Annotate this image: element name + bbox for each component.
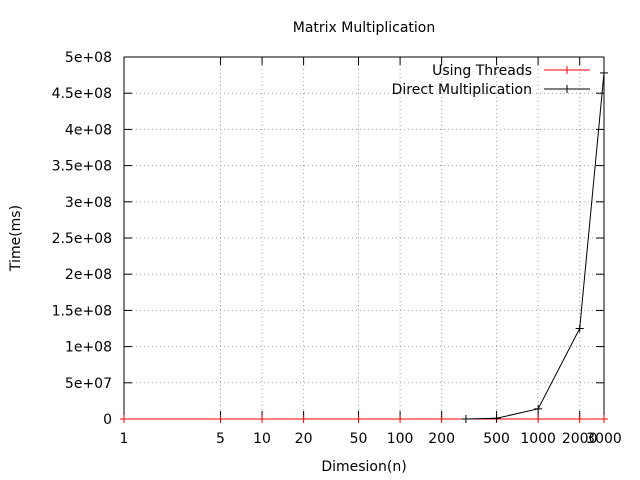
series-point: [492, 414, 501, 423]
series-point: [299, 415, 308, 423]
series-point: [534, 415, 543, 423]
series-point: [120, 415, 128, 423]
series-layer: [120, 68, 608, 423]
legend: Using Threads Direct Multiplication: [392, 63, 590, 98]
y-tick-label: 5e+08: [65, 50, 112, 66]
y-tick-label: 4.5e+08: [52, 86, 112, 102]
series-point: [575, 324, 584, 333]
grid: [124, 57, 604, 419]
x-tick-label: 500: [483, 431, 510, 447]
x-tick-label: 5: [216, 431, 225, 447]
series-point: [534, 404, 543, 413]
series-point: [396, 415, 405, 423]
x-tick-label: 100: [387, 431, 414, 447]
x-axis-label: Dimesion(n): [321, 459, 406, 475]
legend-label: Direct Multiplication: [392, 82, 532, 98]
x-tick-label: 2000: [562, 431, 598, 447]
x-tick-label: 1000: [520, 431, 556, 447]
series-point: [437, 415, 446, 423]
series-point: [216, 415, 225, 423]
series-line: [465, 72, 605, 420]
series-point: [600, 415, 608, 423]
y-tick-label: 1e+08: [65, 340, 112, 356]
y-tick-label: 3.5e+08: [52, 159, 112, 175]
chart-title: Matrix Multiplication: [293, 20, 436, 36]
y-tick-label: 2e+08: [65, 267, 112, 283]
legend-label: Using Threads: [432, 63, 532, 79]
y-axis-ticks: 0 5e+07 1e+08 1.5e+08 2e+08 2.5e+08 3e+08 3.5e+…: [52, 50, 604, 428]
x-tick-label: 200: [428, 431, 455, 447]
y-tick-label: 2.5e+08: [52, 231, 112, 247]
x-tick-label: 10: [253, 431, 271, 447]
series-point: [258, 415, 267, 423]
series-point: [600, 68, 608, 77]
y-tick-label: 3e+08: [65, 195, 112, 211]
x-tick-label: 1: [120, 431, 129, 447]
x-tick-label: 20: [295, 431, 313, 447]
y-tick-label: 0: [103, 412, 112, 428]
y-tick-label: 4e+08: [65, 122, 112, 138]
series-point: [461, 415, 470, 423]
y-tick-label: 1.5e+08: [52, 303, 112, 319]
y-tick-label: 5e+07: [65, 376, 112, 392]
series-point: [575, 415, 584, 423]
y-axis-label: Time(ms): [8, 205, 24, 272]
x-tick-label: 50: [350, 431, 368, 447]
x-tick-label: 3000: [586, 431, 622, 447]
series-point: [354, 415, 363, 423]
